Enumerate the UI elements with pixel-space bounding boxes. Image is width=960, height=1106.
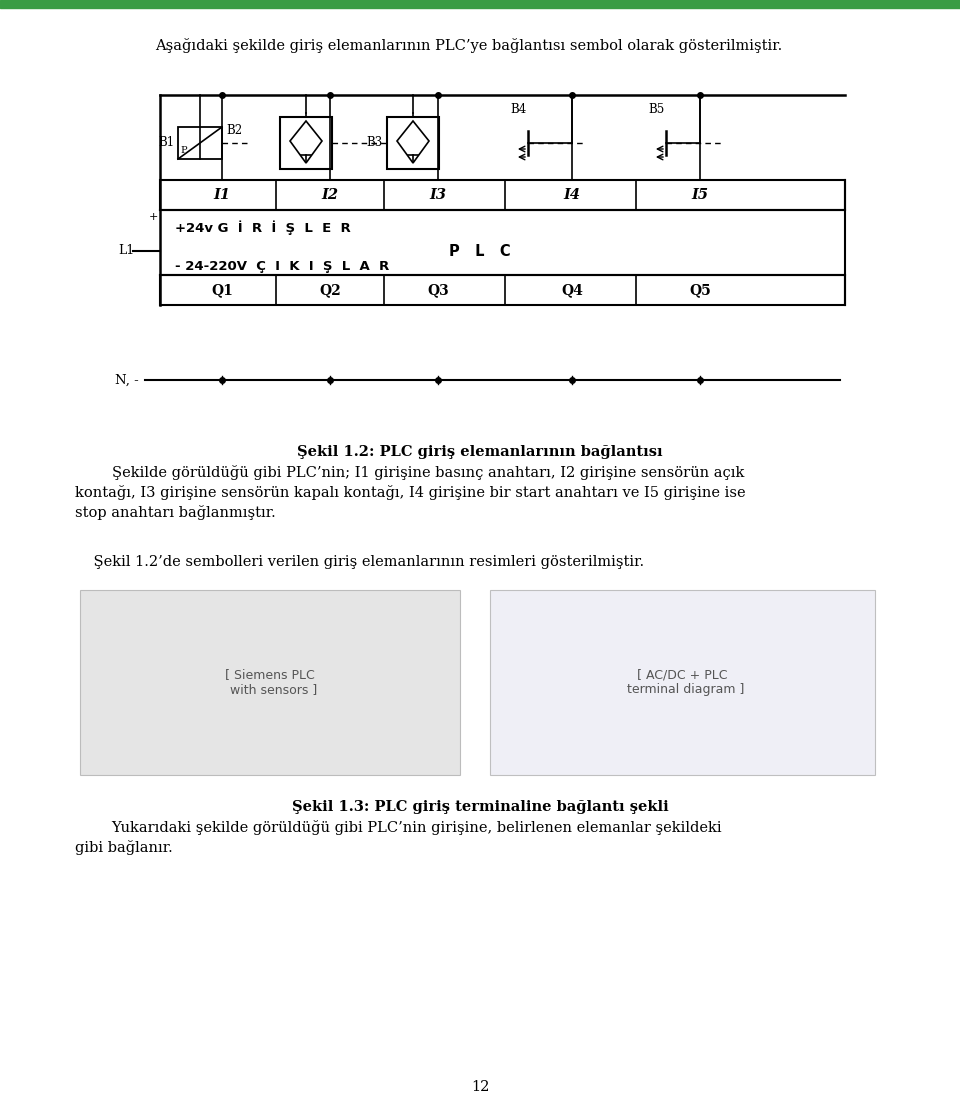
Text: Q4: Q4 xyxy=(561,283,583,298)
Text: Yukarıdaki şekilde görüldüğü gibi PLC’nin girişine, belirlenen elemanlar şekilde: Yukarıdaki şekilde görüldüğü gibi PLC’ni… xyxy=(75,820,722,835)
Text: I4: I4 xyxy=(564,188,581,202)
Text: B4: B4 xyxy=(510,103,526,116)
Text: N, -: N, - xyxy=(115,374,139,386)
Text: Şekil 1.2: PLC giriş elemanlarının bağlantısı: Şekil 1.2: PLC giriş elemanlarının bağla… xyxy=(298,445,662,459)
Text: I1: I1 xyxy=(213,188,230,202)
Text: B3: B3 xyxy=(367,136,383,149)
Text: I5: I5 xyxy=(691,188,708,202)
Text: Q2: Q2 xyxy=(319,283,341,298)
Text: I3: I3 xyxy=(429,188,446,202)
Bar xyxy=(280,117,332,169)
Text: Şekilde görüldüğü gibi PLC’nin; I1 girişine basınç anahtarı, I2 girişine sensörü: Şekilde görüldüğü gibi PLC’nin; I1 giriş… xyxy=(75,465,744,480)
Text: L1: L1 xyxy=(118,244,134,257)
Text: B1: B1 xyxy=(157,136,174,149)
Text: Aşağıdaki şekilde giriş elemanlarının PLC’ye bağlantısı sembol olarak gösterilmi: Aşağıdaki şekilde giriş elemanlarının PL… xyxy=(155,38,782,53)
Text: +24v G  İ  R  İ  Ş  L  E  R: +24v G İ R İ Ş L E R xyxy=(175,221,350,236)
Text: P   L   C: P L C xyxy=(449,244,511,260)
Bar xyxy=(160,275,845,305)
Text: Q5: Q5 xyxy=(689,283,710,298)
Text: Q3: Q3 xyxy=(427,283,449,298)
Text: - 24-220V  Ç  I  K  I  Ş  L  A  R: - 24-220V Ç I K I Ş L A R xyxy=(175,260,389,273)
Text: stop anahtarı bağlanmıştır.: stop anahtarı bağlanmıştır. xyxy=(75,505,276,520)
Text: B2: B2 xyxy=(226,125,242,137)
Text: I2: I2 xyxy=(322,188,339,202)
Bar xyxy=(0,0,960,8)
Text: +: + xyxy=(149,212,158,222)
Bar xyxy=(80,589,460,775)
Bar xyxy=(178,127,222,159)
Bar xyxy=(387,117,439,169)
Text: B5: B5 xyxy=(648,103,664,116)
Text: [ Siemens PLC
  with sensors ]: [ Siemens PLC with sensors ] xyxy=(223,668,318,697)
Text: gibi bağlanır.: gibi bağlanır. xyxy=(75,839,173,855)
Text: Şekil 1.3: PLC giriş terminaline bağlantı şekli: Şekil 1.3: PLC giriş terminaline bağlant… xyxy=(292,800,668,814)
Text: kontağı, I3 girişine sensörün kapalı kontağı, I4 girişine bir start anahtarı ve : kontağı, I3 girişine sensörün kapalı kon… xyxy=(75,486,746,500)
Text: Şekil 1.2’de sembolleri verilen giriş elemanlarının resimleri gösterilmiştir.: Şekil 1.2’de sembolleri verilen giriş el… xyxy=(75,555,644,568)
Bar xyxy=(490,589,875,775)
Text: [ AC/DC + PLC
  terminal diagram ]: [ AC/DC + PLC terminal diagram ] xyxy=(619,668,745,697)
Bar xyxy=(160,180,845,210)
Text: P: P xyxy=(180,146,187,155)
Text: Q1: Q1 xyxy=(211,283,233,298)
Text: 12: 12 xyxy=(470,1079,490,1094)
